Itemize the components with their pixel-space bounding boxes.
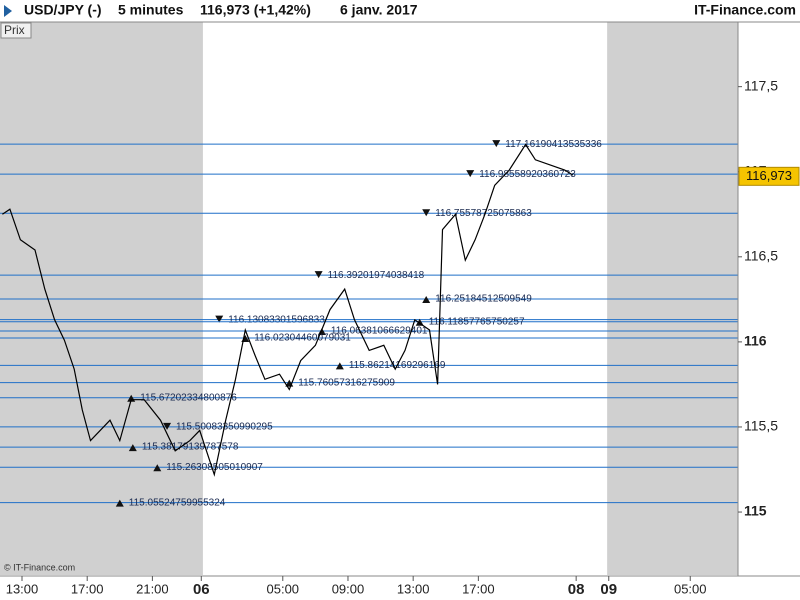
level-label: 116.39201974038418 (328, 270, 425, 281)
level-marker (215, 315, 224, 323)
price-line (2, 143, 574, 477)
y-tick-label: 115,5 (744, 418, 778, 434)
y-label-box (0, 22, 32, 39)
level-marker (466, 170, 475, 178)
y-tick-label: 116,5 (744, 248, 778, 264)
level-marker (492, 140, 501, 148)
y-tick-label: 116 (744, 333, 767, 349)
level-label: 116.11857765750257 (429, 316, 525, 327)
x-tick-label: 09 (600, 581, 617, 598)
interval: 5 minutes (118, 2, 184, 18)
x-tick-label: 05:00 (267, 581, 300, 596)
level-label: 116.75578725075863 (435, 208, 532, 219)
plot-area: 117.16190413535336 116.98558920360723 116.… (0, 22, 738, 575)
chart-title: USD/JPY (-) (24, 2, 102, 18)
y-tick-label: 117,5 (744, 77, 778, 93)
level-label: 115.67202334800876 (140, 392, 237, 403)
last-price-label: 116,973 (746, 168, 792, 183)
level-label: 116.98558920360723 (479, 169, 576, 180)
level-label: 115.38179139787578 (142, 442, 239, 453)
date: 6 janv. 2017 (340, 2, 418, 18)
level-marker (335, 362, 344, 370)
source[interactable]: IT-Finance.com (694, 2, 796, 18)
last-change: 116,973 (+1,42%) (200, 2, 311, 18)
copyright: © IT-Finance.com (4, 562, 75, 572)
level-label: 116.25184512509549 (435, 294, 532, 305)
level-label: 117.16190413535336 (505, 139, 602, 150)
x-tick-label: 08 (568, 581, 585, 598)
level-label: 115.05524759955324 (129, 497, 226, 508)
level-label: 115.76057316275909 (298, 377, 395, 388)
y-tick-label: 115 (744, 503, 767, 519)
level-label: 116.13083301596833 (228, 314, 325, 325)
closed-session (0, 22, 203, 575)
closed-session (607, 22, 738, 575)
level-label: 115.26308505010907 (166, 462, 263, 473)
menu-icon[interactable] (4, 5, 12, 17)
level-marker (153, 464, 162, 472)
level-label: 116.06381066629401 (331, 326, 428, 337)
header-bar (0, 0, 800, 22)
level-marker (128, 444, 137, 452)
x-tick-label: 17:00 (462, 581, 495, 596)
level-marker (422, 209, 431, 217)
x-tick-label: 13:00 (397, 581, 430, 596)
x-tick-label: 17:00 (71, 581, 104, 596)
x-tick-label: 06 (193, 581, 210, 598)
y-label: Prix (4, 23, 25, 37)
level-marker (163, 422, 172, 430)
x-tick-label: 09:00 (332, 581, 365, 596)
level-label: 116.02304460079031 (254, 333, 351, 344)
last-price-box (738, 166, 800, 186)
level-marker (314, 271, 323, 279)
x-tick-label: 05:00 (674, 581, 707, 596)
level-marker (422, 296, 431, 304)
x-tick-label: 21:00 (136, 581, 169, 596)
x-tick-label: 13:00 (6, 581, 39, 596)
level-marker (115, 499, 124, 507)
